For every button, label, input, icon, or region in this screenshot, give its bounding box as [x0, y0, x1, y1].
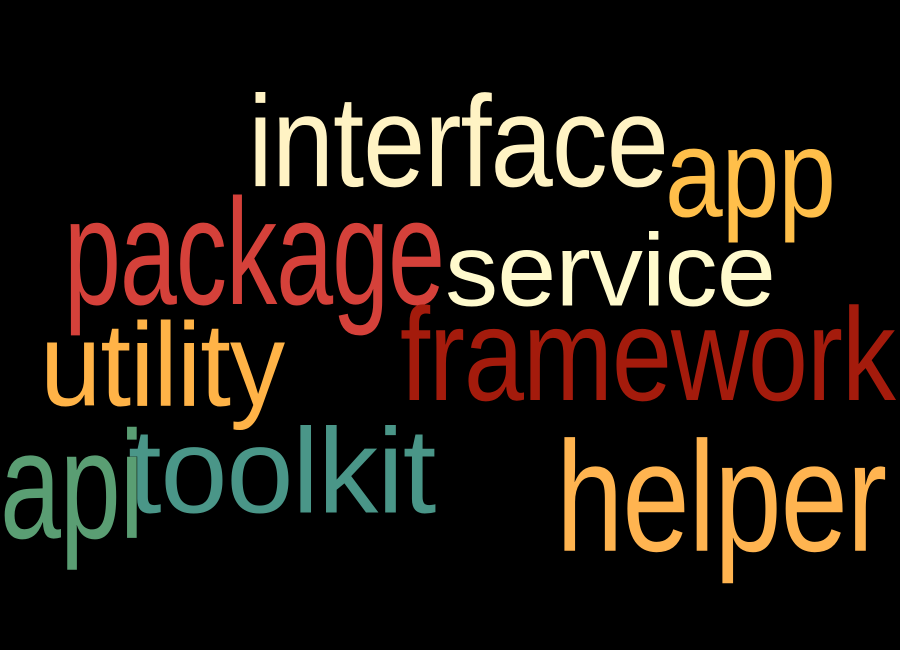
word-utility: utility — [40, 298, 285, 432]
word-toolkit: toolkit — [128, 403, 436, 539]
word-api: api — [0, 399, 144, 572]
word-service: service — [445, 213, 776, 329]
word-app: app — [665, 103, 836, 245]
word-framework: framework — [400, 280, 896, 430]
word-helper: helper — [556, 409, 887, 585]
word-package: package — [64, 167, 445, 338]
word-interface: interface — [248, 69, 669, 215]
